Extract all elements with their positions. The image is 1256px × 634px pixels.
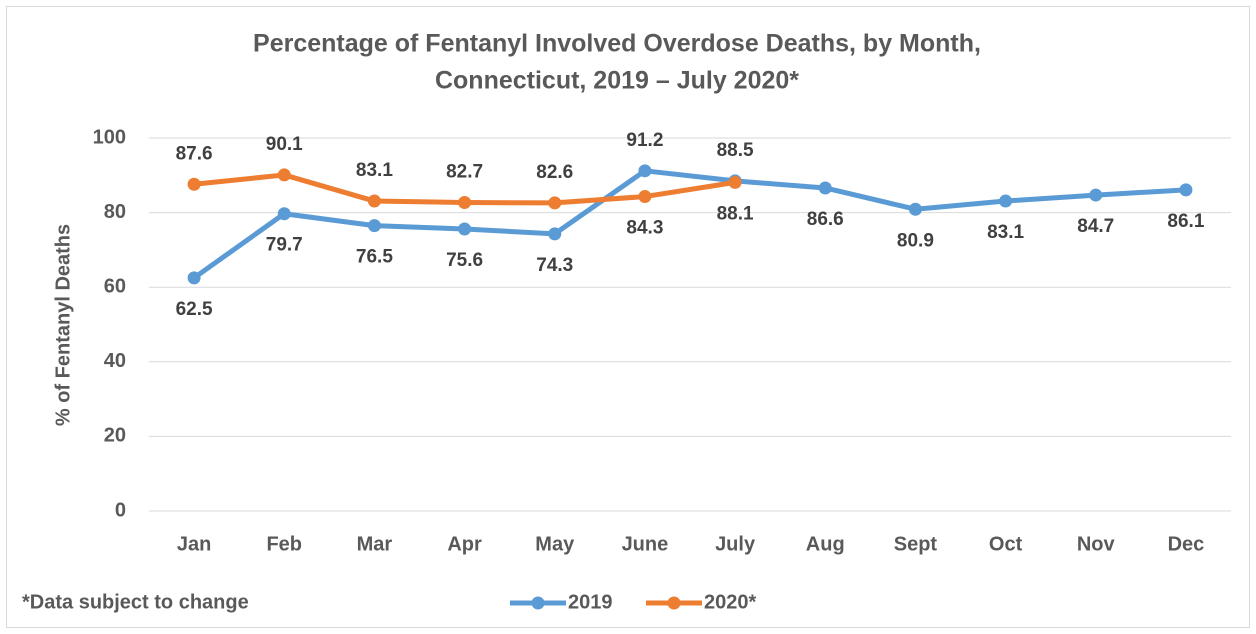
point (548, 227, 562, 241)
x-tick-label: Feb (266, 533, 302, 555)
x-tick-label: May (535, 533, 575, 555)
x-tick-label: Mar (357, 533, 393, 555)
data-label: 86.6 (807, 209, 844, 230)
data-label: 74.3 (536, 255, 573, 276)
point (999, 194, 1013, 208)
data-label: 62.5 (176, 299, 213, 320)
data-label: 86.1 (1167, 211, 1204, 232)
point (818, 181, 832, 195)
point (277, 168, 291, 182)
x-tick-label: July (715, 533, 756, 555)
data-label: 75.6 (446, 250, 483, 271)
x-tick-label: Oct (989, 533, 1023, 555)
data-label: 83.1 (987, 222, 1024, 243)
y-tick-label: 40 (104, 350, 126, 372)
data-label: 88.5 (717, 140, 754, 161)
legend-marker (531, 596, 545, 610)
footnote: *Data subject to change (22, 591, 249, 613)
data-label: 91.2 (626, 130, 663, 151)
x-tick-label: Apr (447, 533, 482, 555)
point (638, 164, 652, 178)
point (638, 190, 652, 204)
data-label: 87.6 (176, 143, 213, 164)
data-label: 88.1 (717, 203, 754, 224)
data-label: 84.7 (1077, 216, 1114, 237)
point (1089, 188, 1103, 202)
x-tick-label: June (622, 533, 669, 555)
data-label: 79.7 (266, 235, 303, 256)
data-label: 82.6 (536, 162, 573, 183)
legend-label: 2020* (704, 591, 756, 613)
point (277, 207, 291, 221)
point (908, 202, 922, 216)
point (367, 219, 381, 233)
point (367, 194, 381, 208)
point (458, 196, 472, 210)
x-tick-label: Nov (1077, 533, 1116, 555)
data-label: 90.1 (266, 134, 303, 155)
data-label: 83.1 (356, 160, 393, 181)
point (1179, 183, 1193, 197)
legend-marker (667, 596, 681, 610)
point (187, 271, 201, 285)
legend-label: 2019 (568, 591, 613, 613)
y-tick-label: 0 (115, 499, 126, 521)
point (458, 222, 472, 236)
x-tick-label: Aug (806, 533, 845, 555)
y-tick-label: 80 (104, 201, 126, 223)
y-tick-label: 100 (93, 126, 126, 148)
point (187, 177, 201, 191)
chart-title: Percentage of Fentanyl Involved Overdose… (253, 30, 981, 58)
data-label: 80.9 (897, 230, 934, 251)
data-label: 82.7 (446, 162, 483, 183)
series-line (192, 168, 1187, 280)
point (548, 196, 562, 210)
y-axis-label: % of Fentanyl Deaths (52, 224, 74, 426)
data-label: 76.5 (356, 247, 393, 268)
y-tick-label: 60 (104, 275, 126, 297)
x-tick-label: Jan (177, 533, 211, 555)
x-tick-label: Dec (1168, 533, 1205, 555)
y-tick-label: 20 (104, 425, 126, 447)
chart-title: Connecticut, 2019 – July 2020* (435, 67, 799, 95)
point (728, 175, 742, 189)
data-label: 84.3 (626, 218, 663, 239)
x-tick-label: Sept (894, 533, 938, 555)
chart-border (6, 6, 1250, 628)
